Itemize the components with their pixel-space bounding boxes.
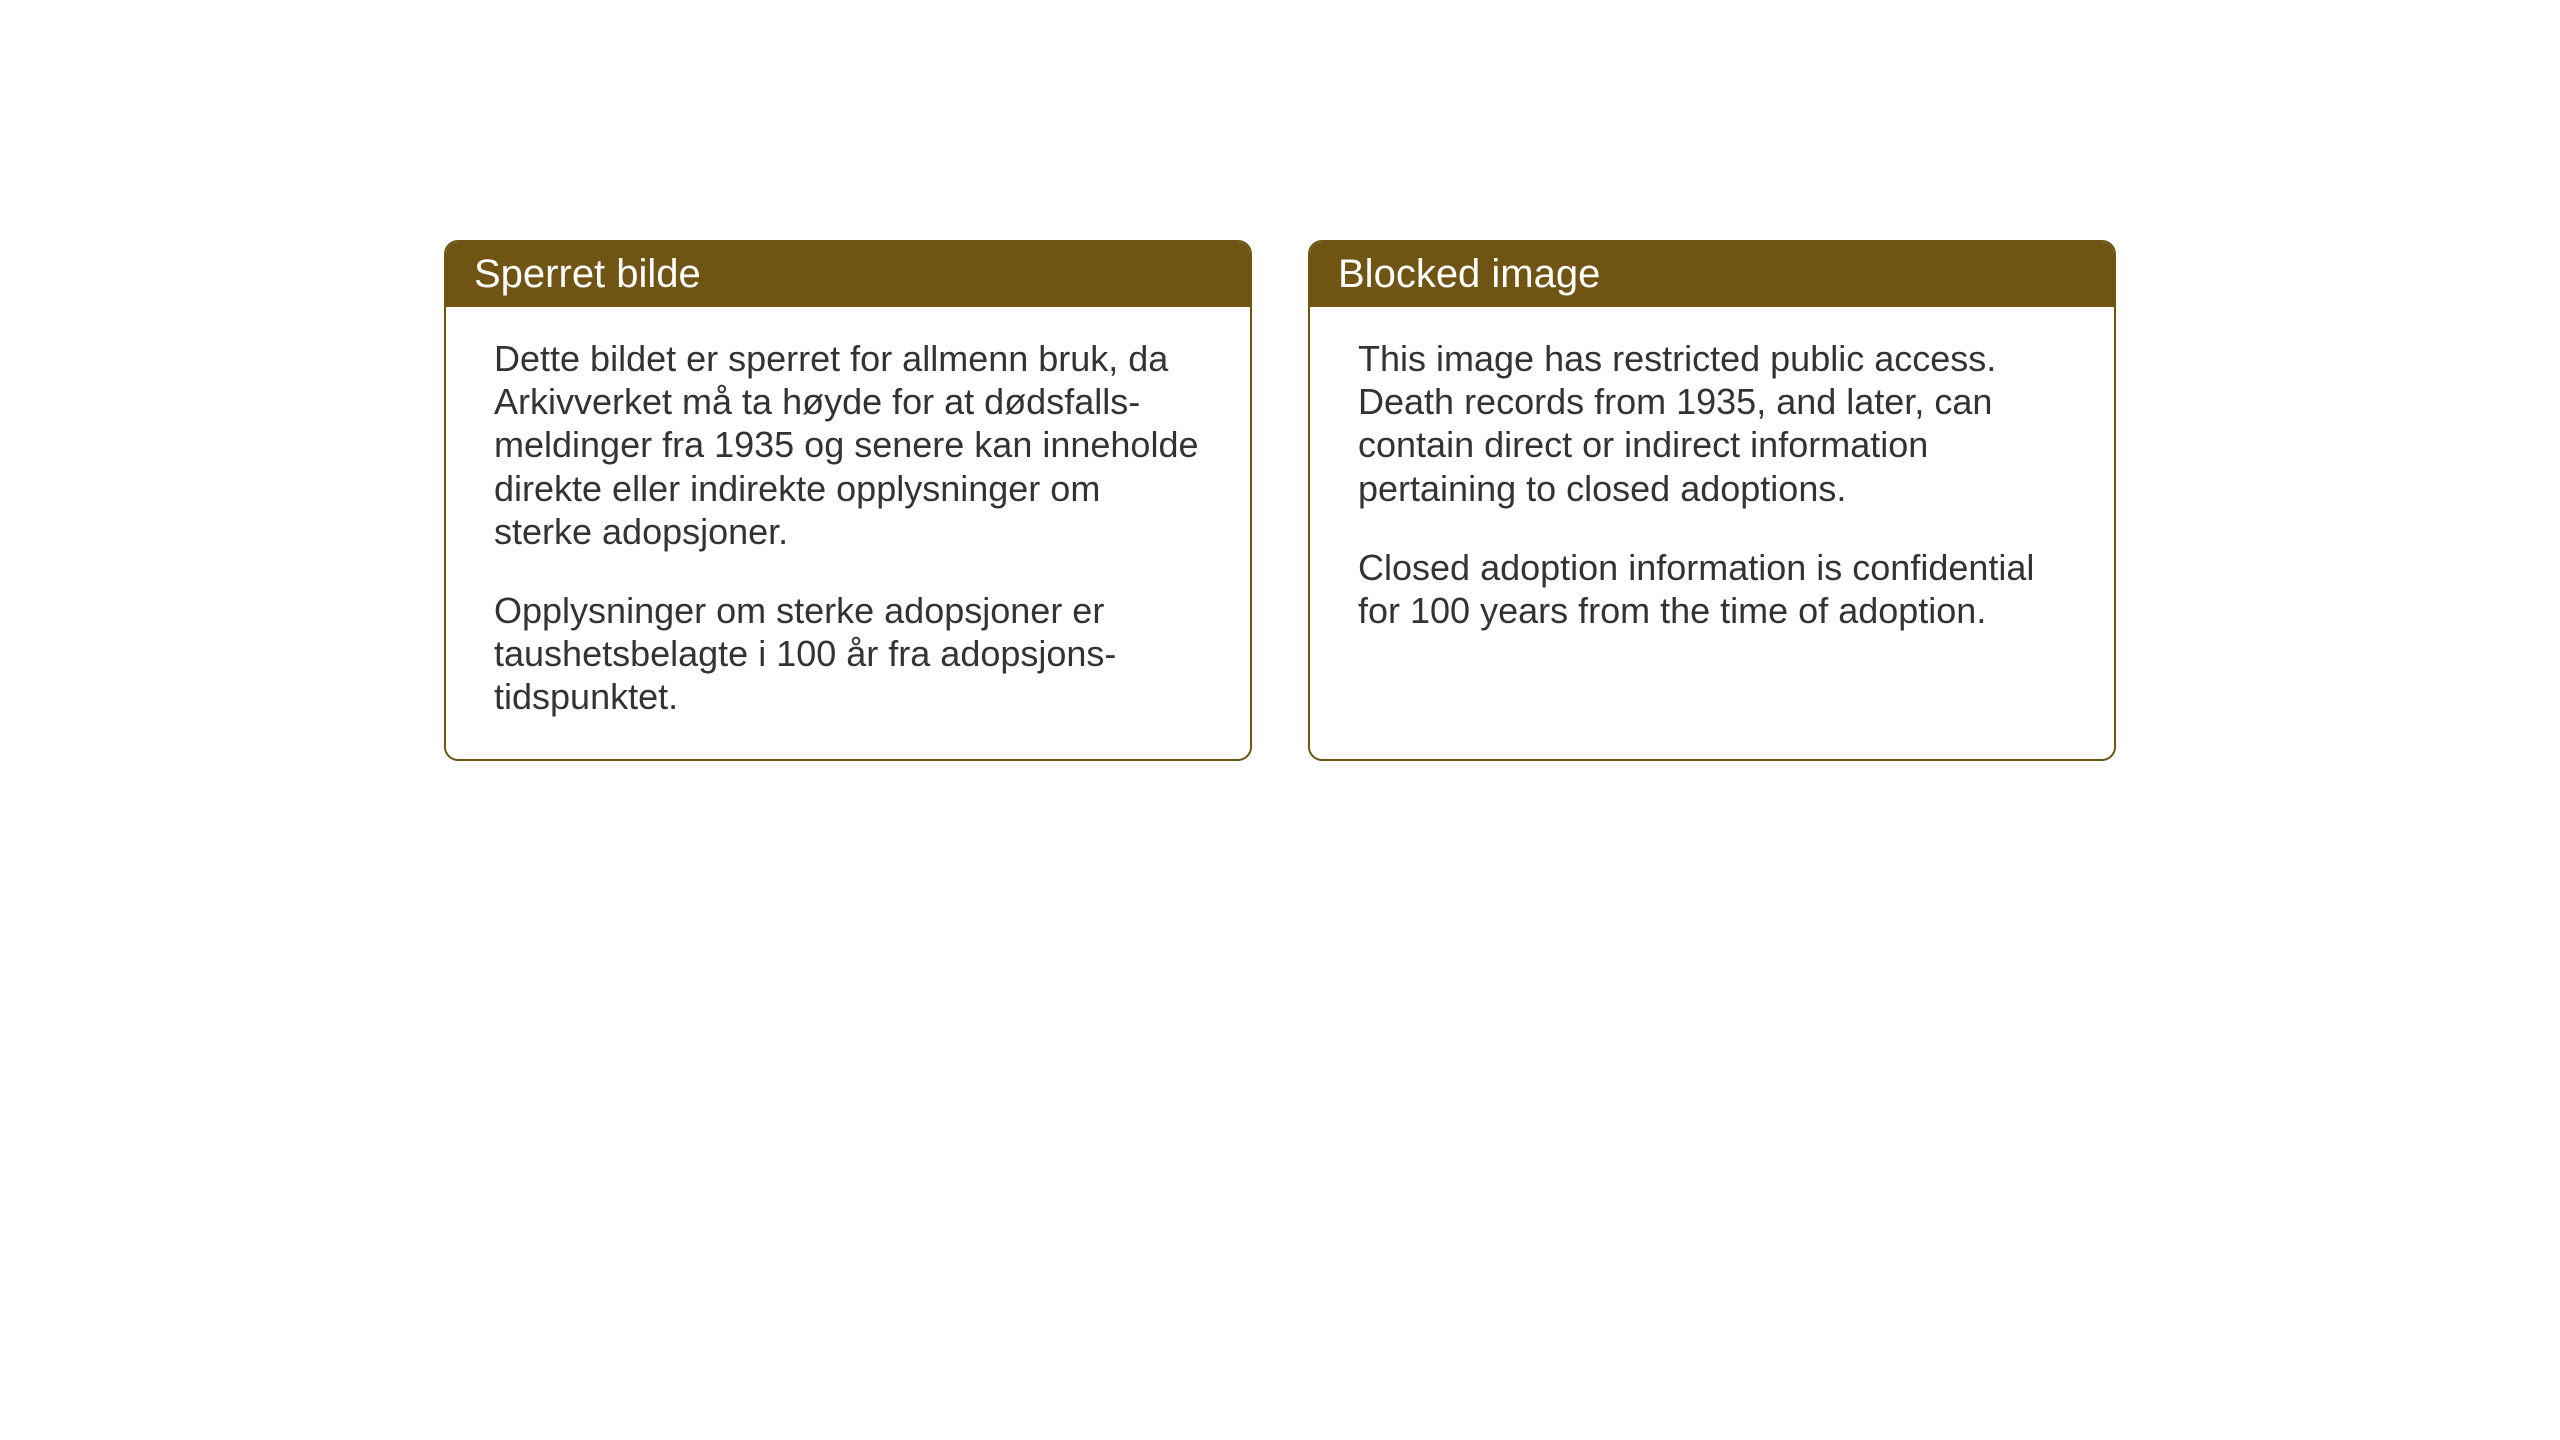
notice-paragraph-2-norwegian: Opplysninger om sterke adopsjoner er tau… [494,589,1202,719]
notice-body-norwegian: Dette bildet er sperret for allmenn bruk… [446,307,1250,759]
notice-title-english: Blocked image [1338,252,1600,296]
notice-header-english: Blocked image [1310,242,2114,307]
notice-header-norwegian: Sperret bilde [446,242,1250,307]
notice-paragraph-2-english: Closed adoption information is confident… [1358,546,2066,632]
notice-paragraph-1-english: This image has restricted public access.… [1358,337,2066,510]
notice-body-english: This image has restricted public access.… [1310,307,2114,747]
notice-paragraph-1-norwegian: Dette bildet er sperret for allmenn bruk… [494,337,1202,553]
notice-title-norwegian: Sperret bilde [474,252,701,296]
notice-card-norwegian: Sperret bilde Dette bildet er sperret fo… [444,240,1252,761]
notice-container: Sperret bilde Dette bildet er sperret fo… [444,240,2116,761]
notice-card-english: Blocked image This image has restricted … [1308,240,2116,761]
